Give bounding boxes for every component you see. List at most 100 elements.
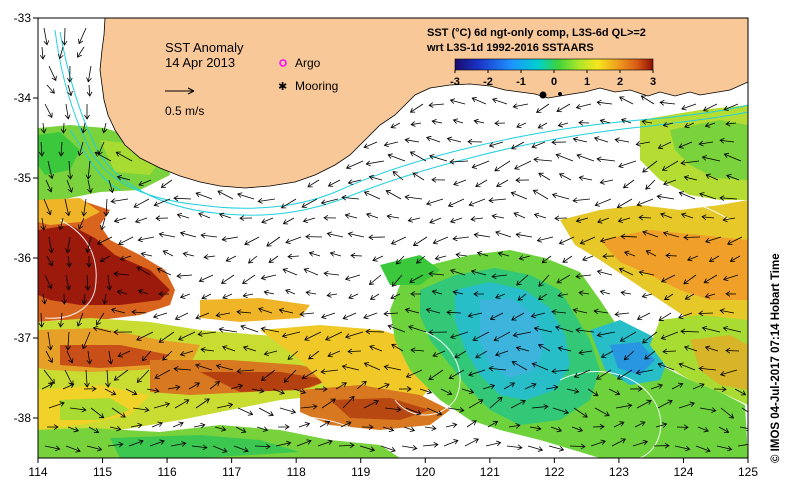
current-vectors bbox=[38, 27, 748, 453]
map-title: SST Anomaly bbox=[165, 40, 244, 55]
current-arrow bbox=[263, 289, 275, 296]
current-arrow bbox=[727, 236, 743, 245]
current-arrow bbox=[678, 312, 693, 320]
current-arrow bbox=[425, 307, 441, 314]
current-arrow bbox=[188, 382, 201, 390]
current-arrow bbox=[236, 368, 255, 374]
current-arrow bbox=[434, 255, 447, 261]
current-arrow bbox=[158, 291, 170, 297]
current-arrow bbox=[488, 365, 507, 372]
current-arrow bbox=[620, 233, 638, 240]
current-arrow bbox=[386, 213, 400, 220]
current-arrow bbox=[453, 179, 467, 186]
current-arrow bbox=[395, 255, 405, 265]
current-arrow bbox=[571, 426, 584, 433]
current-arrow bbox=[645, 179, 656, 190]
current-arrow bbox=[119, 255, 132, 261]
current-arrow bbox=[403, 426, 416, 433]
current-arrow bbox=[455, 252, 468, 258]
current-arrow bbox=[515, 177, 530, 183]
current-arrow bbox=[671, 382, 684, 390]
current-arrow bbox=[44, 445, 61, 452]
current-arrow bbox=[92, 325, 112, 333]
current-arrow bbox=[494, 120, 506, 127]
current-arrow bbox=[599, 179, 614, 185]
current-arrow bbox=[323, 214, 337, 221]
current-arrow bbox=[650, 383, 664, 390]
current-arrow bbox=[531, 141, 546, 149]
current-arrow bbox=[638, 214, 652, 221]
current-arrow bbox=[391, 343, 404, 352]
current-arrow bbox=[515, 232, 533, 238]
current-arrow bbox=[60, 122, 67, 134]
current-arrow bbox=[473, 232, 491, 238]
plot-frame bbox=[37, 17, 749, 459]
current-arrow bbox=[636, 399, 652, 409]
current-arrow bbox=[327, 350, 341, 358]
current-arrow bbox=[674, 445, 691, 452]
current-arrow bbox=[447, 407, 465, 413]
scale-label: 0.5 m/s bbox=[165, 104, 204, 118]
current-arrow bbox=[678, 141, 693, 149]
current-arrow bbox=[118, 236, 134, 246]
current-arrow bbox=[448, 369, 465, 380]
current-arrow bbox=[572, 197, 591, 204]
current-arrow bbox=[506, 444, 523, 451]
colorbar-tick-label: -2 bbox=[483, 76, 493, 88]
current-arrow bbox=[622, 179, 635, 189]
current-arrow bbox=[719, 137, 735, 144]
current-arrow bbox=[636, 312, 651, 321]
current-arrow bbox=[491, 273, 508, 280]
current-arrow bbox=[684, 293, 695, 300]
current-arrow bbox=[301, 198, 318, 208]
current-arrow bbox=[385, 190, 402, 200]
current-arrow bbox=[596, 331, 616, 338]
current-arrow bbox=[272, 388, 285, 395]
current-arrow bbox=[482, 383, 496, 390]
current-arrow bbox=[257, 198, 276, 204]
current-arrow bbox=[179, 230, 197, 238]
current-arrow bbox=[618, 267, 634, 276]
current-arrow bbox=[719, 195, 738, 201]
current-arrow bbox=[359, 445, 376, 452]
current-arrow bbox=[201, 293, 212, 300]
current-arrow bbox=[43, 198, 52, 216]
current-arrow bbox=[573, 407, 588, 418]
current-arrow bbox=[496, 179, 509, 188]
current-arrow bbox=[43, 369, 55, 385]
current-arrow bbox=[101, 122, 108, 134]
current-arrow bbox=[268, 255, 279, 263]
current-arrow bbox=[97, 141, 105, 156]
current-arrow bbox=[342, 312, 357, 320]
current-arrow bbox=[551, 192, 570, 200]
current-arrow bbox=[222, 293, 233, 300]
x-tick-label: 125 bbox=[738, 465, 758, 479]
current-arrow bbox=[657, 141, 672, 150]
current-arrow bbox=[387, 324, 406, 333]
current-arrow bbox=[683, 234, 701, 241]
current-arrow bbox=[235, 426, 247, 433]
current-arrow bbox=[640, 95, 655, 105]
current-arrow bbox=[597, 217, 610, 224]
current-arrow bbox=[470, 216, 484, 222]
current-arrow bbox=[214, 426, 227, 432]
current-arrow bbox=[424, 425, 437, 431]
current-arrow bbox=[242, 292, 254, 299]
current-arrow bbox=[237, 407, 254, 416]
current-arrow bbox=[130, 422, 143, 429]
current-arrow bbox=[443, 439, 459, 447]
current-arrow bbox=[99, 217, 106, 231]
current-arrow bbox=[556, 274, 571, 284]
current-arrow bbox=[195, 312, 210, 320]
current-arrow bbox=[600, 350, 614, 358]
credit-text: © IMOS 04-Jul-2017 07:14 Hobart Time bbox=[770, 253, 782, 463]
current-arrow bbox=[562, 255, 573, 263]
legend: Argo ✱ Mooring bbox=[278, 56, 338, 93]
current-arrow bbox=[713, 386, 727, 393]
current-arrow bbox=[409, 103, 424, 113]
current-arrow bbox=[67, 160, 74, 180]
current-arrow bbox=[275, 440, 292, 447]
current-arrow bbox=[178, 331, 196, 341]
current-arrow bbox=[382, 426, 395, 432]
current-arrow bbox=[176, 212, 190, 219]
